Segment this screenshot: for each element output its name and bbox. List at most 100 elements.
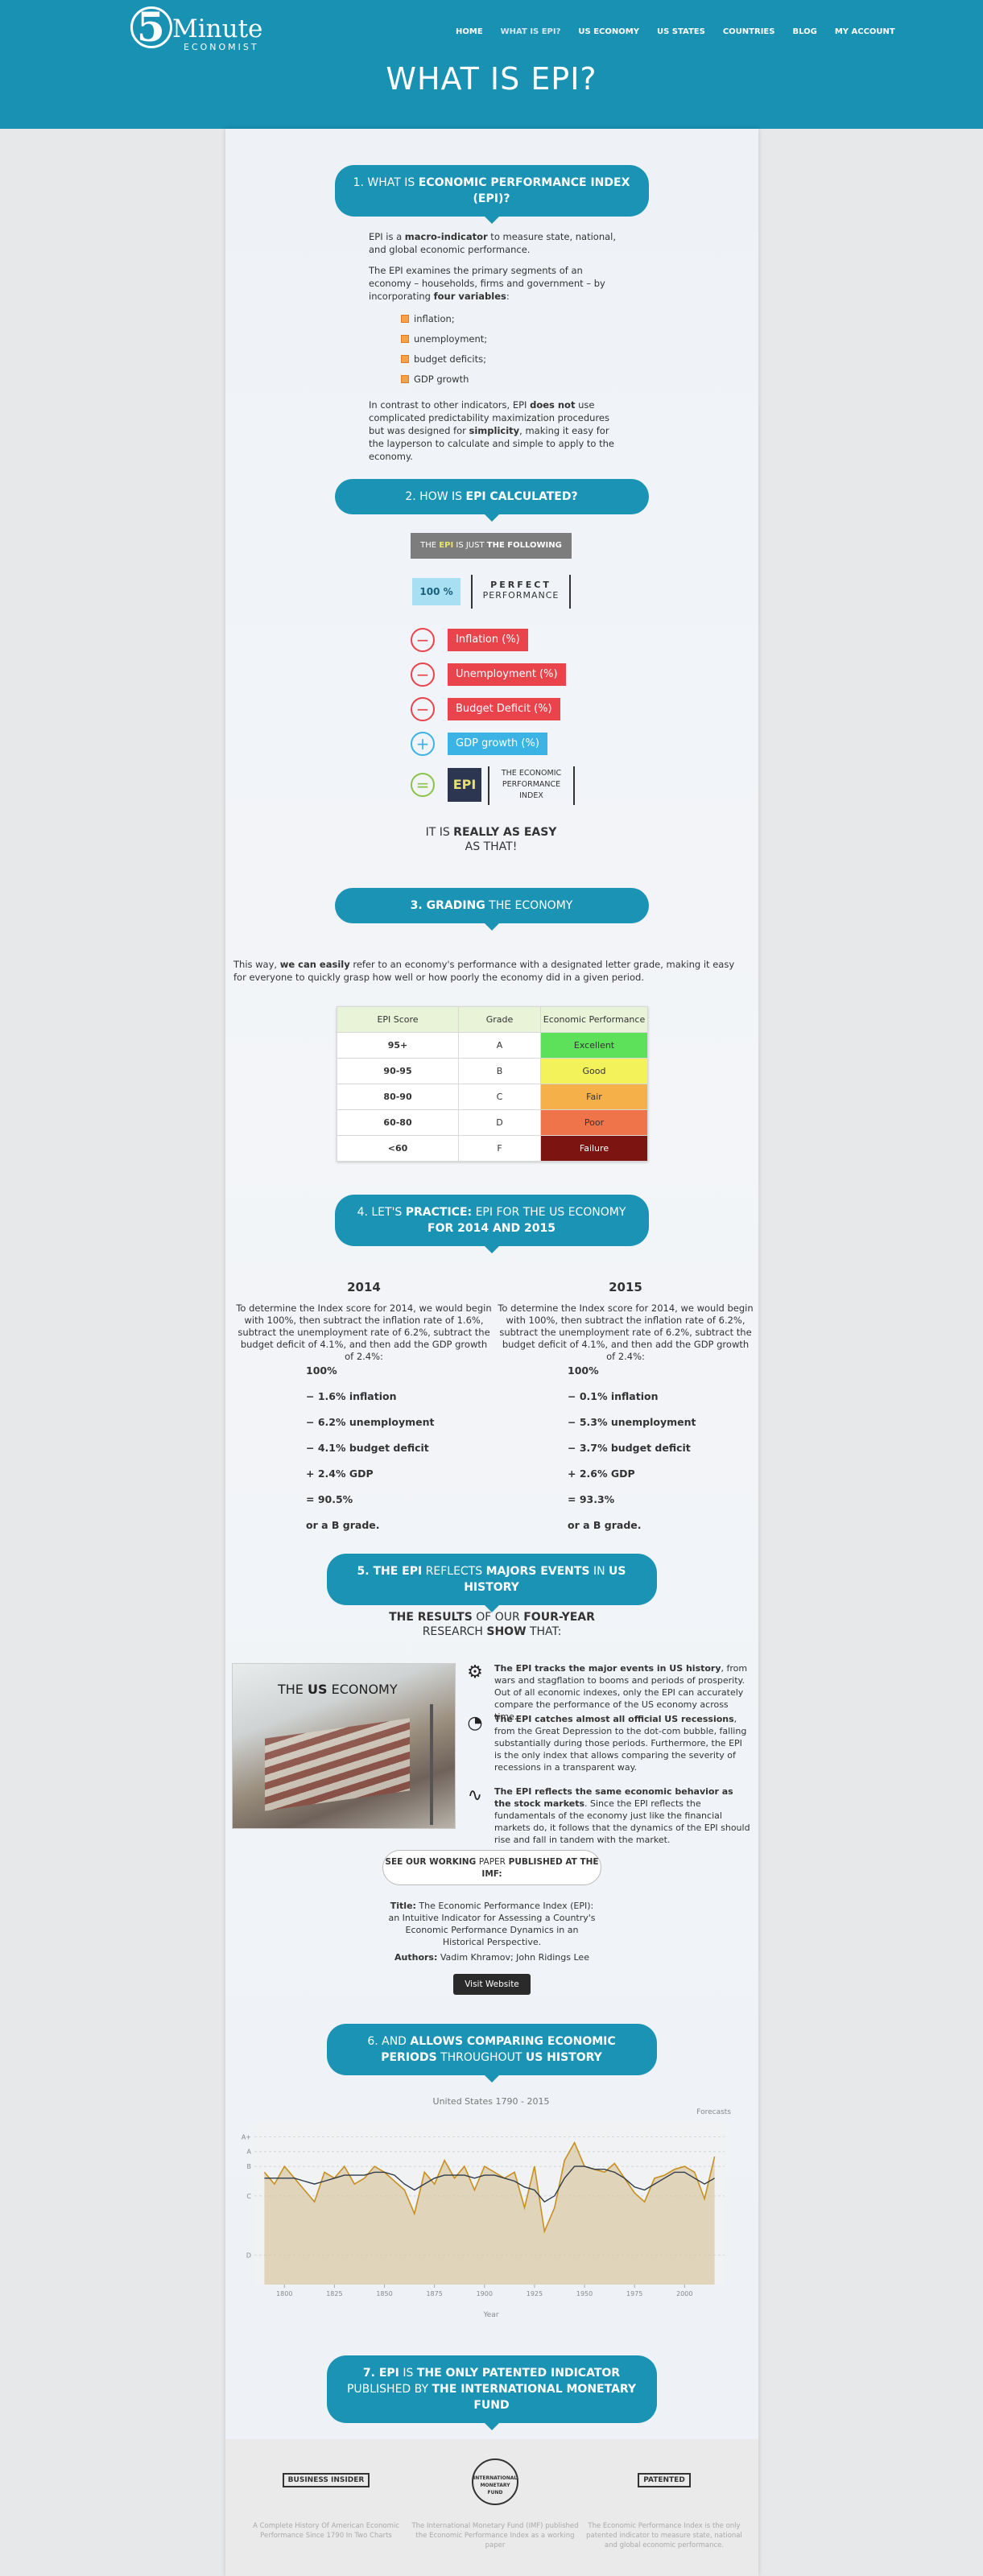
table-cell: 95+	[336, 1032, 460, 1059]
nav-link[interactable]: US ECONOMY	[578, 27, 639, 36]
operation-label: Inflation (%)	[448, 629, 528, 651]
finding: The EPI reflects the same economic behav…	[494, 1785, 750, 1846]
text-run: EPI FOR THE US ECONOMY	[472, 1206, 626, 1219]
text-run: SHOW	[486, 1625, 527, 1638]
section-heading: 1. WHAT IS ECONOMIC PERFORMANCE INDEX (E…	[334, 165, 649, 224]
bracket: PERFECT PERFORMANCE	[471, 575, 571, 609]
bullet-text: GDP growth	[414, 374, 469, 385]
text-run: 6. AND	[367, 2035, 411, 2048]
footer-caption: A Complete History Of American Economic …	[253, 2522, 399, 2540]
text-run: Vadim Khramov; John Ridings Lee	[437, 1952, 589, 1963]
flag	[265, 1718, 410, 1811]
text-run: THE INTERNATIONAL MONETARY FUND	[432, 2383, 637, 2412]
text-run: OF OUR	[472, 1611, 524, 1624]
bullet-text: unemployment;	[414, 333, 488, 345]
header: 5 Minute ECONOMIST HOME WHAT IS EPI? US EC…	[0, 0, 983, 129]
text-run: REALLY AS EASY	[453, 826, 557, 839]
text-run: IS JUST	[453, 541, 487, 550]
x-tick-label: 1900	[477, 2290, 493, 2297]
nav-link[interactable]: US STATES	[656, 27, 705, 36]
x-tick-label: 1975	[626, 2290, 642, 2297]
table-header: EPI Score Grade Economic Performance	[336, 1006, 648, 1033]
steps: 100% − 1.6% inflation − 6.2% unemployment −…	[306, 1364, 483, 1545]
text-run: IN	[589, 1565, 609, 1578]
text-run: does not	[530, 399, 576, 411]
table-cell: 80-90	[336, 1084, 460, 1110]
text-run: PRACTICE:	[405, 1206, 473, 1219]
text-run: THE ECONOMY	[485, 899, 573, 912]
bullet-icon	[401, 355, 409, 363]
result-text: INDEX	[519, 791, 543, 800]
chart: United States 1790 - 2015 Forecasts A+ AB C D…	[242, 2096, 731, 2319]
text-run: . Since the EPI reflects the fundamental…	[494, 1798, 750, 1845]
y-tick-label: A+	[242, 2133, 251, 2140]
table-row: 60-80 D Poor	[336, 1109, 648, 1136]
results-heading: THE RESULTS OF OUR FOUR-YEAR RESEARCH SHO…	[331, 1610, 653, 1639]
header-cell: EPI Score	[336, 1006, 460, 1033]
table-cell: D	[458, 1109, 541, 1136]
result-circle: =	[411, 773, 435, 797]
nav-link[interactable]: HOME	[456, 27, 483, 36]
intro-text: EPI is a macro-indicator to measure stat…	[369, 230, 618, 463]
flag-pole	[430, 1704, 433, 1825]
text-run: US	[308, 1682, 328, 1697]
text-run: US HISTORY	[525, 2051, 602, 2064]
bullet-icon	[401, 315, 409, 323]
logo-word: Minute	[172, 14, 263, 43]
image-caption: THE US ECONOMY	[278, 1682, 398, 1697]
bullet: GDP growth	[401, 373, 618, 386]
text-run: SEE OUR WORKING	[385, 1857, 479, 1867]
us-economy-image: THE US ECONOMY	[232, 1663, 456, 1829]
result-bracket: THE ECONOMIC PERFORMANCE INDEX	[488, 766, 575, 805]
footer-logo: PATENTED	[612, 2473, 717, 2487]
logo-number: 5	[137, 3, 165, 51]
logo-text: INTERNATIONAL MONETARY FUND	[472, 2458, 518, 2505]
x-tick-label: 2000	[676, 2290, 692, 2297]
bullet-text: inflation;	[414, 313, 455, 324]
text-run: THAT:	[526, 1625, 562, 1638]
paper-authors: Authors: Vadim Khramov; John Ridings Lee	[354, 1952, 630, 1963]
sign-circle: −	[411, 663, 435, 687]
text-run: THE RESULTS	[389, 1611, 473, 1624]
text-run: The Economic Performance Index (EPI): an…	[388, 1901, 596, 1947]
text-run: THE	[278, 1682, 308, 1697]
nav-link[interactable]: BLOG	[792, 27, 817, 36]
text-run: 7. EPI	[362, 2367, 399, 2380]
logo-text: BUSINESS INSIDER	[282, 2473, 370, 2487]
x-axis-label: Year	[482, 2311, 498, 2319]
visit-website-button[interactable]: Visit Website	[453, 1974, 531, 1995]
step: 100%	[568, 1364, 599, 1377]
closing: IT IS REALLY AS EASY AS THAT!	[370, 825, 612, 854]
text-run: IS	[399, 2367, 417, 2380]
point-icon: ∿	[467, 1785, 483, 1806]
text-run: FOUR-YEAR	[523, 1611, 595, 1624]
nav-link[interactable]: COUNTRIES	[722, 27, 775, 36]
text-run: use complicated predictability maximizat…	[369, 399, 609, 436]
grading-table: EPI Score Grade Economic Performance 95+ A Ex…	[336, 1006, 648, 1162]
text-run: , from wars and stagflation to booms and…	[494, 1663, 748, 1722]
nav-link[interactable]: MY ACCOUNT	[834, 27, 895, 36]
bullet: inflation;	[401, 312, 618, 325]
banner: THE EPI IS JUST THE FOLLOWING	[411, 533, 572, 559]
text-run: :	[506, 291, 510, 302]
table-row: 90-95 B Good	[336, 1058, 648, 1084]
operation-label: Unemployment (%)	[448, 663, 566, 686]
operation-label: Budget Deficit (%)	[448, 698, 560, 720]
nav-link[interactable]: WHAT IS EPI?	[500, 27, 561, 36]
table-cell: Failure	[540, 1135, 648, 1162]
text-run: The EPI reflects the same economic behav…	[494, 1786, 733, 1809]
text-run: Title:	[390, 1901, 416, 1911]
y-tick-label: B	[247, 2163, 252, 2170]
text-run: , making it easy for the layperson to ca…	[369, 425, 614, 462]
text-run: Authors:	[394, 1952, 438, 1963]
x-tick-label: 1800	[276, 2290, 292, 2297]
step: + 2.6% GDP	[568, 1468, 635, 1480]
sign-circle: +	[411, 732, 435, 756]
text-run: 3. GRADING	[410, 899, 485, 912]
text-run: 2. HOW IS	[405, 490, 466, 503]
x-tick-label: 1875	[426, 2290, 442, 2297]
table-cell: Good	[540, 1058, 648, 1084]
text-run: , from the Great Depression to the dot-c…	[494, 1714, 747, 1773]
section-heading: 7. EPI IS THE ONLY PATENTED INDICATOR PU…	[326, 2355, 657, 2430]
